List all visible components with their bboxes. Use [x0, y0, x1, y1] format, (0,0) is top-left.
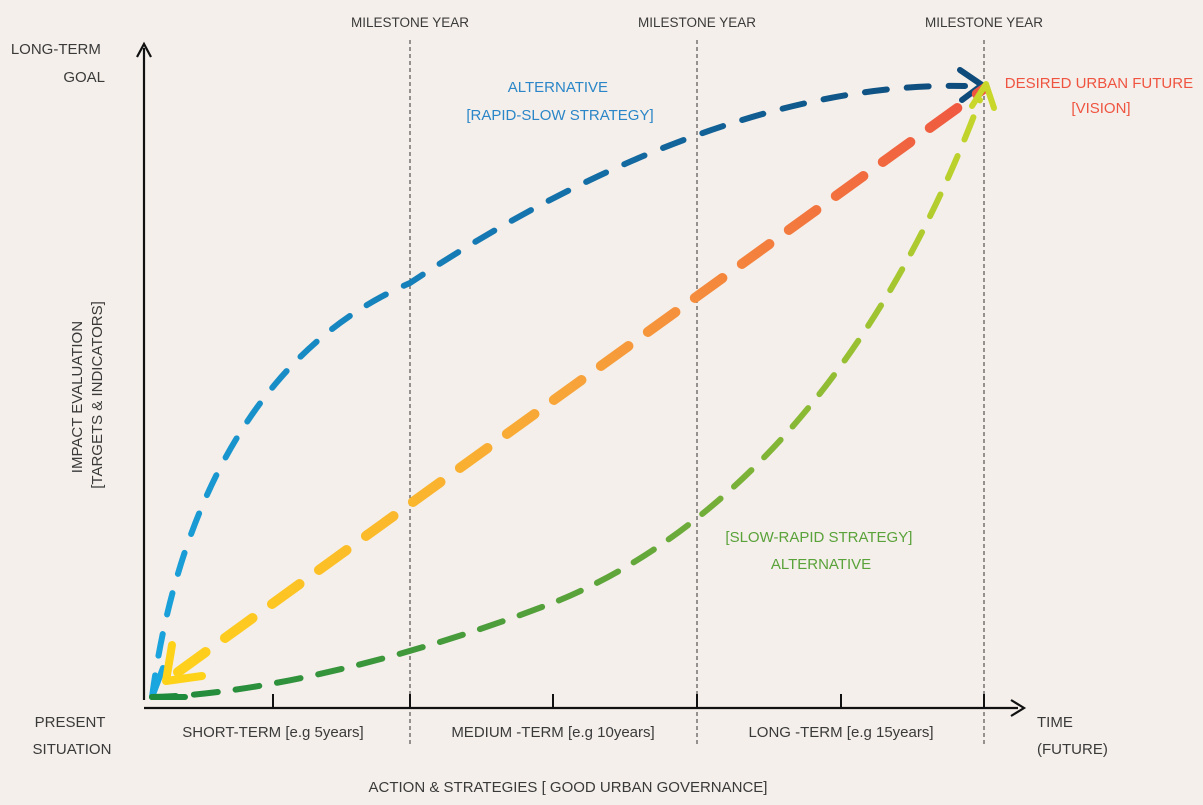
vision-annotation: DESIRED URBAN FUTURE [VISION]	[1005, 75, 1198, 117]
rapid-slow-annotation-line1: ALTERNATIVE	[508, 79, 608, 96]
milestone-label-1: MILESTONE YEAR	[351, 15, 469, 30]
milestone-label-2: MILESTONE YEAR	[638, 15, 756, 30]
rapid-slow-annotation: ALTERNATIVE [RAPID-SLOW STRATEGY]	[466, 79, 653, 124]
origin-label-line2: SITUATION	[33, 741, 112, 758]
vision-annotation-line1: DESIRED URBAN FUTURE	[1005, 75, 1193, 92]
vision-annotation-line2: [VISION]	[1071, 100, 1130, 117]
x-end-label: TIME (FUTURE)	[1037, 714, 1108, 758]
y-top-label-line2: GOAL	[63, 69, 105, 86]
y-axis-title-line2: [TARGETS & INDICATORS]	[89, 301, 106, 489]
x-end-label-line2: (FUTURE)	[1037, 741, 1108, 758]
direct-path	[178, 88, 985, 672]
period-medium-term: MEDIUM -TERM [e.g 10years]	[451, 724, 654, 741]
origin-label-line1: PRESENT	[35, 714, 106, 731]
milestone-label-3: MILESTONE YEAR	[925, 15, 1043, 30]
slow-rapid-annotation: [SLOW-RAPID STRATEGY] ALTERNATIVE	[725, 529, 916, 573]
y-axis-title: IMPACT EVALUATION [TARGETS & INDICATORS]	[69, 301, 106, 489]
rapid-slow-annotation-line2: [RAPID-SLOW STRATEGY]	[466, 107, 653, 124]
period-long-term: LONG -TERM [e.g 15years]	[748, 724, 933, 741]
slow-rapid-annotation-line2: ALTERNATIVE	[771, 556, 871, 573]
y-top-label: LONG-TERM GOAL	[11, 41, 105, 86]
period-short-term: SHORT-TERM [e.g 5years]	[182, 724, 363, 741]
y-top-label-line1: LONG-TERM	[11, 41, 101, 58]
origin-label: PRESENT SITUATION	[33, 714, 112, 758]
y-axis-title-line1: IMPACT EVALUATION	[69, 321, 86, 473]
x-axis-title: ACTION & STRATEGIES [ GOOD URBAN GOVERNA…	[369, 779, 768, 796]
x-end-label-line1: TIME	[1037, 714, 1073, 731]
slow-rapid-annotation-line1: [SLOW-RAPID STRATEGY]	[725, 529, 912, 546]
